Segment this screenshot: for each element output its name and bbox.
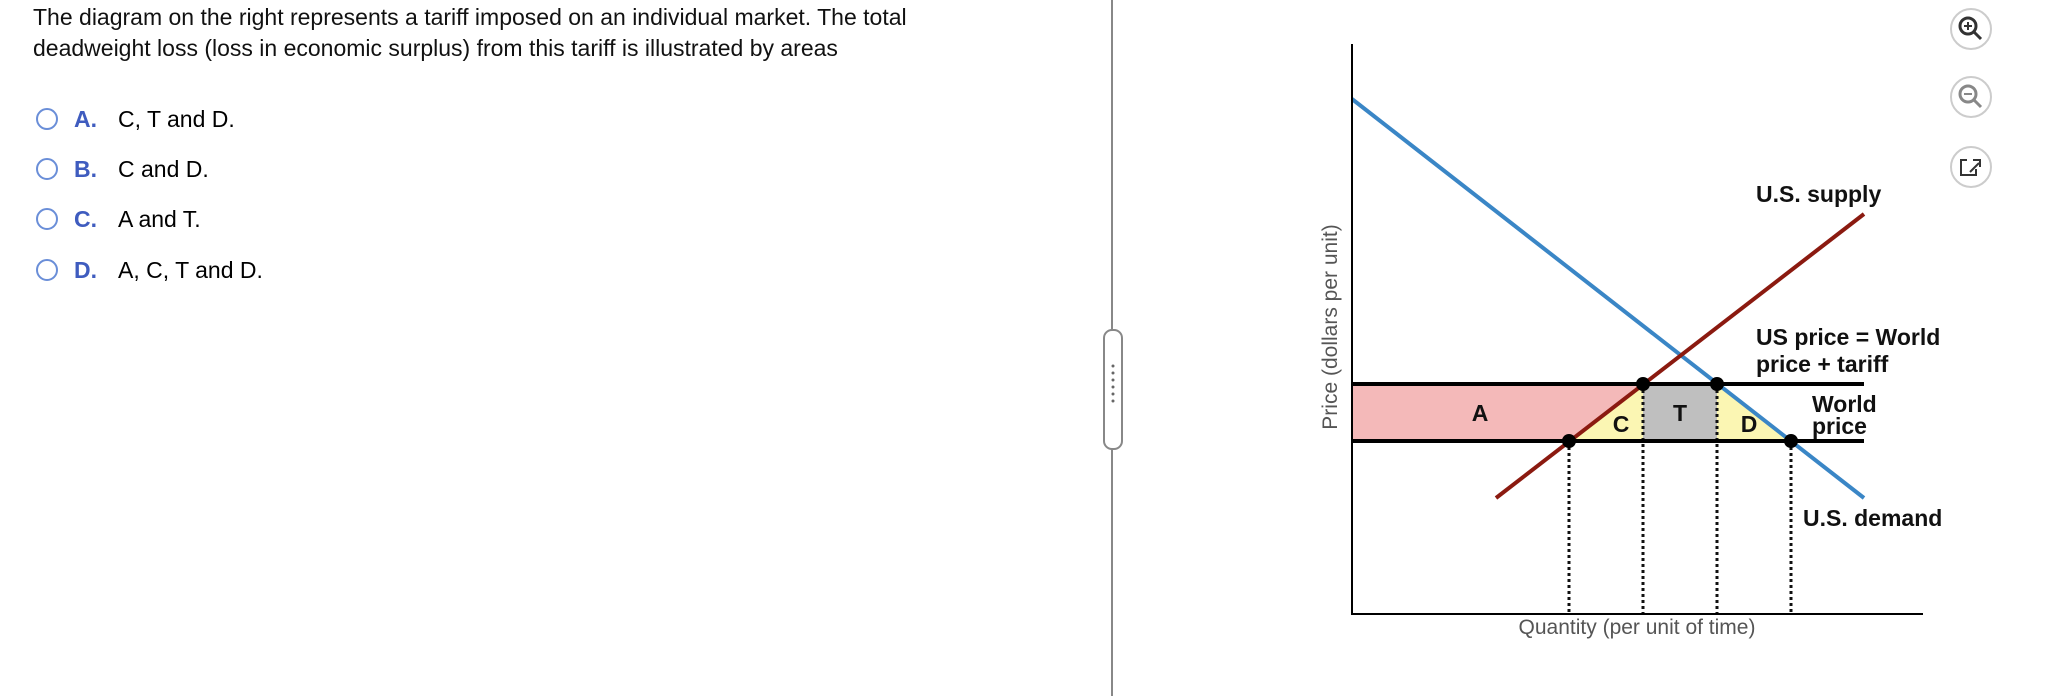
- area-label: D: [1741, 411, 1758, 437]
- area-label: C: [1613, 411, 1630, 437]
- option-letter: C.: [74, 205, 97, 232]
- radio-button[interactable]: [36, 259, 58, 281]
- radio-button[interactable]: [36, 108, 58, 130]
- popout-button[interactable]: [1950, 146, 1992, 188]
- option-letter: B.: [74, 155, 97, 182]
- world-price-label: price: [1812, 413, 1867, 439]
- world-price-label: World: [1812, 391, 1877, 417]
- us-price-label: US price = World: [1756, 324, 1940, 350]
- axes: [1351, 44, 1923, 615]
- radio-button[interactable]: [36, 208, 58, 230]
- supply-line: [1494, 212, 1866, 500]
- option-text: C, T and D.: [118, 105, 235, 132]
- area-label: T: [1673, 400, 1687, 426]
- demand-line: [1350, 97, 1866, 500]
- demand-label: U.S. demand: [1803, 505, 1942, 531]
- area-label: A: [1472, 400, 1489, 426]
- option[interactable]: C. A and T.: [36, 204, 201, 234]
- option[interactable]: B. C and D.: [36, 154, 209, 184]
- supply-label: U.S. supply: [1756, 181, 1881, 207]
- points: [1562, 377, 1798, 448]
- us-price-label: price + tariff: [1756, 351, 1889, 377]
- option-text: A, C, T and D.: [118, 256, 263, 283]
- dotted-lines: [1567, 384, 1793, 614]
- radio-button[interactable]: [36, 158, 58, 180]
- y-axis-label: Price (dollars per unit): [1319, 224, 1342, 429]
- area-t: [1643, 384, 1717, 441]
- option-letter: A.: [74, 105, 97, 132]
- area-a: [1352, 384, 1643, 441]
- question-line: The diagram on the right represents a ta…: [33, 4, 907, 30]
- splitter-handle[interactable]: [1103, 329, 1123, 450]
- question-line: deadweight loss (loss in economic surplu…: [33, 35, 838, 61]
- option-letter: D.: [74, 256, 97, 283]
- option-text: A and T.: [118, 205, 201, 232]
- option[interactable]: D. A, C, T and D.: [36, 255, 263, 285]
- handle-dots: [1111, 364, 1115, 403]
- zoom-in-button[interactable]: [1950, 8, 1992, 50]
- option[interactable]: A. C, T and D.: [36, 104, 235, 134]
- x-axis-label: Quantity (per unit of time): [1519, 616, 1756, 639]
- zoom-out-button[interactable]: [1950, 76, 1992, 118]
- option-text: C and D.: [118, 155, 209, 182]
